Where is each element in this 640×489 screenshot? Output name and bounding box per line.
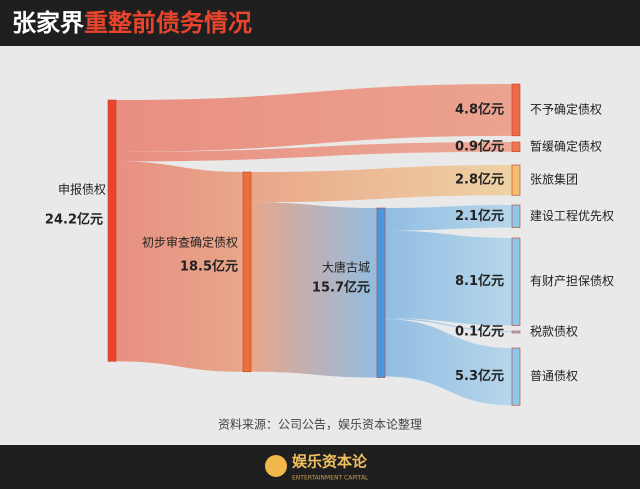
link xyxy=(116,84,512,152)
node-value: 0.1亿元 xyxy=(455,324,504,340)
node-value: 2.8亿元 xyxy=(455,172,504,188)
title-main: 重整前债务情况 xyxy=(84,9,252,37)
node-label: 大唐古城 xyxy=(322,260,370,275)
node xyxy=(511,164,521,196)
node xyxy=(511,330,521,334)
node-value: 4.8亿元 xyxy=(455,101,504,117)
logo-icon xyxy=(265,455,287,477)
node-value: 8.1亿元 xyxy=(455,273,504,289)
node-label: 暂缓确定债权 xyxy=(530,138,602,153)
node xyxy=(242,171,252,373)
node-label: 张旅集团 xyxy=(530,172,578,187)
footer-brand-en: ENTERTAINMENT CAPITAL xyxy=(292,475,369,482)
node-value: 2.1亿元 xyxy=(455,208,504,224)
links xyxy=(116,84,512,406)
node-label: 有财产担保债权 xyxy=(530,274,614,288)
node-value: 15.7亿元 xyxy=(312,280,370,296)
link xyxy=(116,142,512,162)
node-label: 初步审查确定债权 xyxy=(142,235,238,250)
node xyxy=(511,347,521,406)
node-label: 税款债权 xyxy=(530,325,578,339)
node xyxy=(511,237,521,326)
node-value: 0.9亿元 xyxy=(455,138,504,154)
link xyxy=(385,318,512,333)
title-prefix: 张家界 xyxy=(12,9,84,37)
node-value: 18.5亿元 xyxy=(180,259,238,275)
node-label: 不予确定债权 xyxy=(530,101,602,116)
node-label: 申报债权 xyxy=(58,182,106,197)
node xyxy=(107,99,117,362)
node xyxy=(511,141,521,153)
node xyxy=(376,207,386,378)
link xyxy=(385,230,512,326)
link xyxy=(385,205,512,231)
footer-brand: 娱乐资本论 xyxy=(292,453,368,471)
source-note: 资料来源：公司公告，娱乐资本论整理 xyxy=(218,417,422,432)
link xyxy=(116,161,243,372)
node-label: 建设工程优先权 xyxy=(530,208,614,223)
link xyxy=(251,165,512,203)
node-value: 5.3亿元 xyxy=(455,368,504,384)
node xyxy=(511,204,521,228)
link xyxy=(251,202,377,378)
node-label: 普通债权 xyxy=(530,369,578,383)
link xyxy=(385,319,512,406)
node-value: 24.2亿元 xyxy=(45,212,103,228)
node xyxy=(511,83,521,137)
